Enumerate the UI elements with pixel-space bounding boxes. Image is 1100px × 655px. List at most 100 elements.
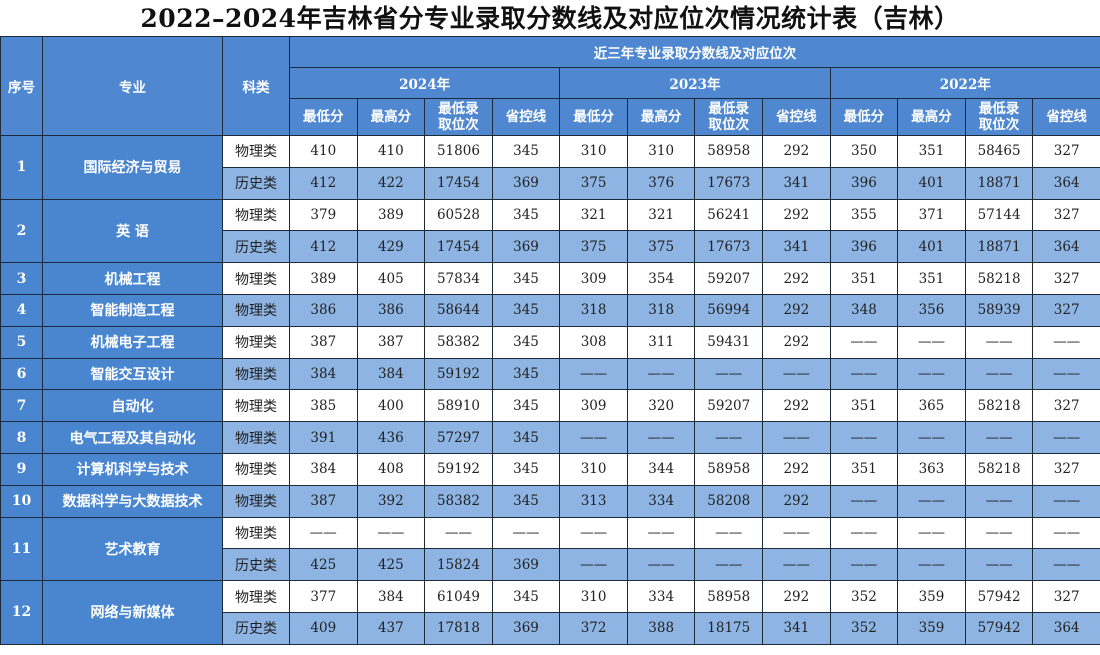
score-cell: 57297: [424, 421, 493, 454]
score-cell: 309: [559, 262, 628, 295]
row-type: 历史类: [222, 548, 290, 582]
score-cell: 321: [559, 198, 628, 232]
score-cell: 341: [762, 611, 831, 645]
score-cell: ——: [1032, 357, 1100, 391]
row-major: 数据科学与大数据技术: [42, 484, 223, 518]
score-cell: 386: [356, 293, 426, 327]
score-cell: 310: [559, 135, 628, 168]
score-cell: 359: [897, 611, 966, 645]
score-cell: ——: [559, 357, 628, 391]
score-cell: 58939: [964, 293, 1034, 327]
score-cell: 345: [491, 293, 561, 327]
row-seq: 4: [0, 293, 43, 327]
row-seq: 12: [0, 580, 43, 645]
score-cell: 369: [491, 230, 561, 264]
score-cell: ——: [897, 548, 966, 582]
header-year: 2023年: [559, 67, 831, 99]
score-cell: ——: [559, 516, 628, 550]
score-cell: 345: [491, 452, 561, 486]
row-type: 物理类: [222, 452, 290, 486]
score-cell: ——: [829, 516, 899, 550]
row-type: 物理类: [222, 293, 290, 327]
score-cell: 384: [356, 580, 426, 613]
score-cell: 59192: [424, 357, 493, 391]
score-cell: 17818: [424, 611, 493, 645]
score-cell: ——: [964, 325, 1034, 359]
score-cell: 292: [762, 389, 831, 423]
row-seq: 1: [0, 135, 43, 200]
score-cell: 57942: [964, 580, 1034, 613]
score-cell: 364: [1032, 166, 1100, 200]
score-cell: 344: [626, 452, 696, 486]
score-cell: 60528: [424, 198, 493, 232]
score-cell: 352: [829, 611, 899, 645]
score-cell: 345: [491, 484, 561, 518]
table-row: 历史类 409 437 17818 369 372 388 18175 341 352 359 579…: [1, 611, 1100, 645]
row-type: 物理类: [222, 262, 290, 295]
score-cell: 356: [897, 293, 966, 327]
score-cell: 396: [829, 230, 899, 264]
score-cell: 384: [356, 357, 426, 391]
header-sub: 最低录取位次: [424, 98, 493, 136]
score-cell: 379: [289, 198, 358, 232]
row-major: 电气工程及其自动化: [42, 421, 223, 454]
score-cell: 17454: [424, 166, 493, 200]
score-cell: ——: [897, 516, 966, 550]
score-cell: 352: [829, 580, 899, 613]
score-cell: 58218: [964, 262, 1034, 295]
row-major: 国际经济与贸易: [42, 135, 223, 200]
header-sub: 最低分: [559, 98, 628, 136]
score-cell: 396: [829, 166, 899, 200]
score-cell: ——: [829, 484, 899, 518]
score-cell: 292: [762, 452, 831, 486]
score-cell: ——: [762, 421, 831, 454]
score-cell: ——: [964, 357, 1034, 391]
score-cell: 410: [356, 135, 426, 168]
row-type: 物理类: [222, 357, 290, 391]
score-cell: 345: [491, 389, 561, 423]
score-cell: 57942: [964, 611, 1034, 645]
score-cell: 327: [1032, 452, 1100, 486]
header-seq: 序号: [0, 36, 43, 136]
score-cell: ——: [1032, 516, 1100, 550]
score-cell: 58218: [964, 389, 1034, 423]
score-cell: 345: [491, 325, 561, 359]
score-cell: 18175: [694, 611, 764, 645]
score-cell: 355: [829, 198, 899, 232]
score-cell: 327: [1032, 135, 1100, 168]
score-cell: 376: [626, 166, 696, 200]
table-row: 6 智能交互设计 物理类 384 384 59192 345 —— —— —— —— —— —— —— ——: [0, 357, 1100, 391]
row-major: 机械电子工程: [42, 325, 223, 359]
score-cell: 341: [762, 166, 831, 200]
score-cell: ——: [694, 421, 764, 454]
score-cell: 56994: [694, 293, 764, 327]
score-cell: 58382: [424, 325, 493, 359]
row-major: 艺术教育: [42, 516, 223, 582]
score-cell: 310: [559, 452, 628, 486]
score-cell: 351: [829, 452, 899, 486]
header-year: 2024年: [288, 67, 561, 99]
score-cell: 375: [559, 166, 628, 200]
score-cell: 387: [356, 325, 426, 359]
admission-score-table: 序号 专业 科类 近三年专业录取分数线及对应位次 2024年 2023年 2022年…: [0, 36, 1100, 645]
row-type: 物理类: [222, 484, 290, 518]
page-title: 2022–2024年吉林省分专业录取分数线及对应位次情况统计表（吉林）: [140, 4, 960, 33]
score-cell: 364: [1032, 230, 1100, 264]
score-cell: 351: [897, 135, 966, 168]
row-type: 物理类: [222, 198, 290, 232]
score-cell: 369: [491, 611, 561, 645]
score-cell: 310: [559, 580, 628, 613]
score-cell: 334: [626, 484, 696, 518]
table-row: 8 电气工程及其自动化 物理类 391 436 57297 345 —— —— —— —— —— —— —…: [0, 421, 1100, 454]
score-cell: 364: [1032, 611, 1100, 645]
score-cell: 436: [356, 421, 426, 454]
score-cell: ——: [424, 516, 493, 550]
score-cell: ——: [1032, 325, 1100, 359]
row-seq: 6: [0, 357, 43, 391]
score-cell: ——: [829, 325, 899, 359]
score-cell: ——: [964, 421, 1034, 454]
row-seq: 7: [0, 389, 43, 423]
table-row: 12 网络与新媒体 物理类 377 384 61049 345 310 334 58958 292 3…: [0, 580, 1100, 645]
row-type: 物理类: [222, 516, 290, 550]
row-type: 物理类: [222, 389, 290, 423]
